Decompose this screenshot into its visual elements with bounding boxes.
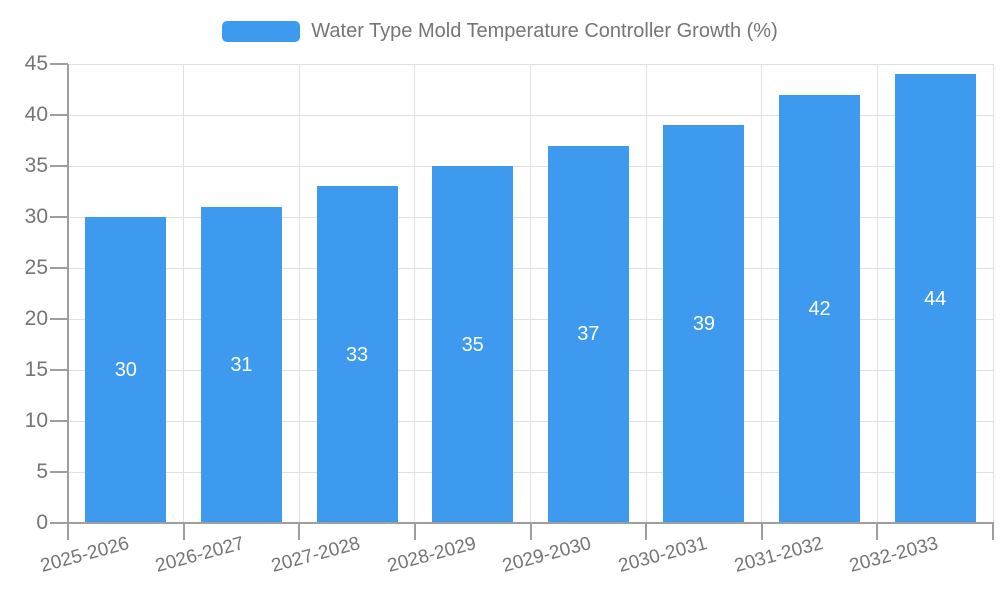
bar[interactable]: 42	[779, 94, 861, 523]
v-gridline	[530, 64, 531, 523]
y-tick	[50, 318, 68, 320]
v-gridline	[183, 64, 185, 523]
y-tick-label: 0	[36, 511, 48, 534]
y-tick-label: 35	[24, 154, 48, 177]
bar[interactable]: 30	[85, 217, 167, 523]
bar-value-label: 33	[345, 343, 369, 366]
y-tick	[50, 267, 68, 269]
bar[interactable]: 35	[432, 166, 514, 523]
y-tick-label: 15	[24, 358, 48, 381]
y-tick	[50, 471, 68, 473]
bar[interactable]: 33	[316, 186, 398, 523]
v-gridline	[761, 64, 763, 523]
y-tick-label: 10	[24, 409, 48, 432]
y-tick-label: 20	[24, 307, 48, 330]
x-tick	[298, 522, 301, 540]
x-tick	[876, 522, 879, 540]
v-gridline	[876, 64, 878, 523]
plot-area: 30 31 33 35 37 39 42 44	[68, 63, 994, 523]
bar[interactable]: 39	[663, 125, 745, 523]
bar-value-label: 44	[924, 287, 947, 310]
y-tick-label: 30	[24, 205, 48, 228]
v-gridline	[992, 64, 994, 523]
y-tick-label: 5	[36, 460, 48, 483]
y-tick-label: 40	[24, 103, 48, 126]
bar-value-label: 31	[230, 353, 253, 376]
y-tick	[50, 420, 68, 422]
bar-value-label: 30	[114, 359, 137, 381]
bar[interactable]: 37	[547, 145, 629, 523]
bar-value-label: 35	[461, 333, 484, 356]
v-gridline	[298, 64, 300, 523]
legend-item[interactable]: Water Type Mold Temperature Controller G…	[0, 20, 1000, 43]
y-tick	[50, 63, 68, 65]
y-tick	[50, 369, 68, 371]
y-tick	[50, 522, 68, 524]
y-tick-label: 25	[24, 256, 48, 279]
x-tick	[760, 522, 763, 540]
y-axis-line	[67, 64, 69, 524]
v-gridline	[645, 64, 647, 523]
bar-value-label: 37	[577, 323, 600, 346]
x-tick	[182, 522, 185, 540]
bar-value-label: 39	[692, 313, 716, 336]
y-tick	[50, 165, 68, 167]
legend-label: Water Type Mold Temperature Controller G…	[311, 20, 778, 42]
y-tick	[50, 114, 68, 116]
x-tick	[992, 522, 994, 540]
bar[interactable]: 44	[894, 74, 976, 523]
x-tick	[67, 522, 69, 540]
v-gridline	[414, 64, 416, 523]
y-tick	[50, 216, 68, 218]
bar[interactable]: 31	[200, 206, 282, 523]
x-tick	[645, 522, 648, 540]
x-tick	[413, 522, 416, 540]
legend-swatch-icon	[222, 21, 301, 42]
bar-value-label: 42	[808, 297, 831, 320]
y-tick-label: 45	[24, 52, 48, 75]
x-tick	[529, 522, 532, 540]
